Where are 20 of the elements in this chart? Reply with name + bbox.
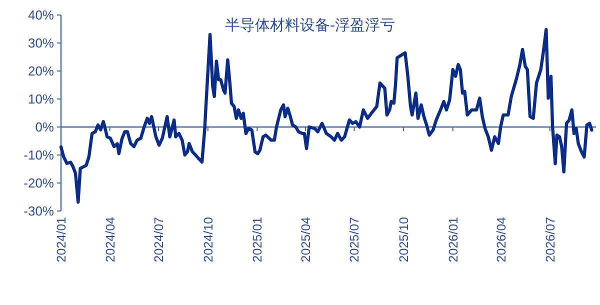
y-tick-label: -30% (24, 204, 54, 218)
y-tick-label: 20% (28, 64, 54, 78)
x-tick-label: 2024/07 (152, 216, 166, 262)
y-tick-label: 30% (28, 36, 54, 50)
x-tick-label: 2024/01 (54, 216, 68, 262)
x-tick-label: 2024/04 (103, 216, 118, 262)
x-tick-label: 2025/10 (397, 216, 412, 262)
x-tick-label: 2025/01 (250, 216, 265, 262)
chart-title: 半导体材料设备-浮盈浮亏 (225, 17, 395, 34)
y-tick-label: -10% (24, 148, 54, 162)
y-tick-label: 10% (28, 92, 54, 106)
x-tick-label: 2026/04 (494, 216, 509, 262)
x-tick-label: 2026/01 (446, 216, 460, 262)
y-tick-label: 40% (28, 8, 54, 22)
x-tick-label: 2025/07 (348, 216, 362, 262)
y-tick-label: -20% (24, 176, 54, 190)
x-tick-label: 2025/04 (298, 216, 313, 262)
x-tick-label: 2024/10 (201, 216, 216, 262)
y-tick-label: 0% (35, 120, 54, 134)
x-tick-label: 2026/07 (543, 216, 558, 262)
